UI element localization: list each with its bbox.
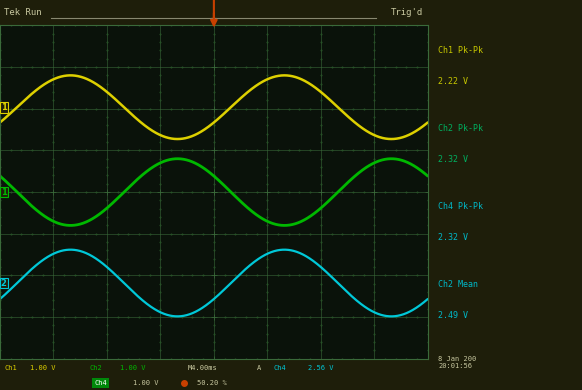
Text: 1.00 V: 1.00 V [120, 365, 146, 370]
Text: 1.00 V: 1.00 V [30, 365, 55, 370]
Text: 8 Jan 200
20:01:56: 8 Jan 200 20:01:56 [438, 356, 477, 369]
Text: 1: 1 [1, 188, 7, 197]
Text: 1.00 V: 1.00 V [133, 380, 158, 386]
Text: Ch1 Pk-Pk: Ch1 Pk-Pk [438, 46, 483, 55]
Text: Ch1: Ch1 [4, 365, 17, 370]
Text: Ch4: Ch4 [94, 380, 107, 386]
Text: 2: 2 [1, 278, 7, 287]
Text: Ch4: Ch4 [274, 365, 286, 370]
Text: 2.56 V: 2.56 V [308, 365, 333, 370]
Text: Ch2: Ch2 [90, 365, 102, 370]
Text: 2.49 V: 2.49 V [438, 311, 469, 321]
Text: Ch2 Pk-Pk: Ch2 Pk-Pk [438, 124, 483, 133]
Text: 2.32 V: 2.32 V [438, 155, 469, 165]
Text: 2.22 V: 2.22 V [438, 77, 469, 87]
Text: Trig'd: Trig'd [391, 8, 424, 17]
Text: 2.32 V: 2.32 V [438, 233, 469, 243]
Text: M4.00ms: M4.00ms [188, 365, 218, 370]
Text: A: A [257, 365, 261, 370]
Text: Ch2 Mean: Ch2 Mean [438, 280, 478, 289]
Text: 50.20 %: 50.20 % [197, 380, 226, 386]
Text: Ch4 Pk-Pk: Ch4 Pk-Pk [438, 202, 483, 211]
Text: Tek Run: Tek Run [4, 8, 42, 17]
Text: 1: 1 [1, 103, 7, 112]
